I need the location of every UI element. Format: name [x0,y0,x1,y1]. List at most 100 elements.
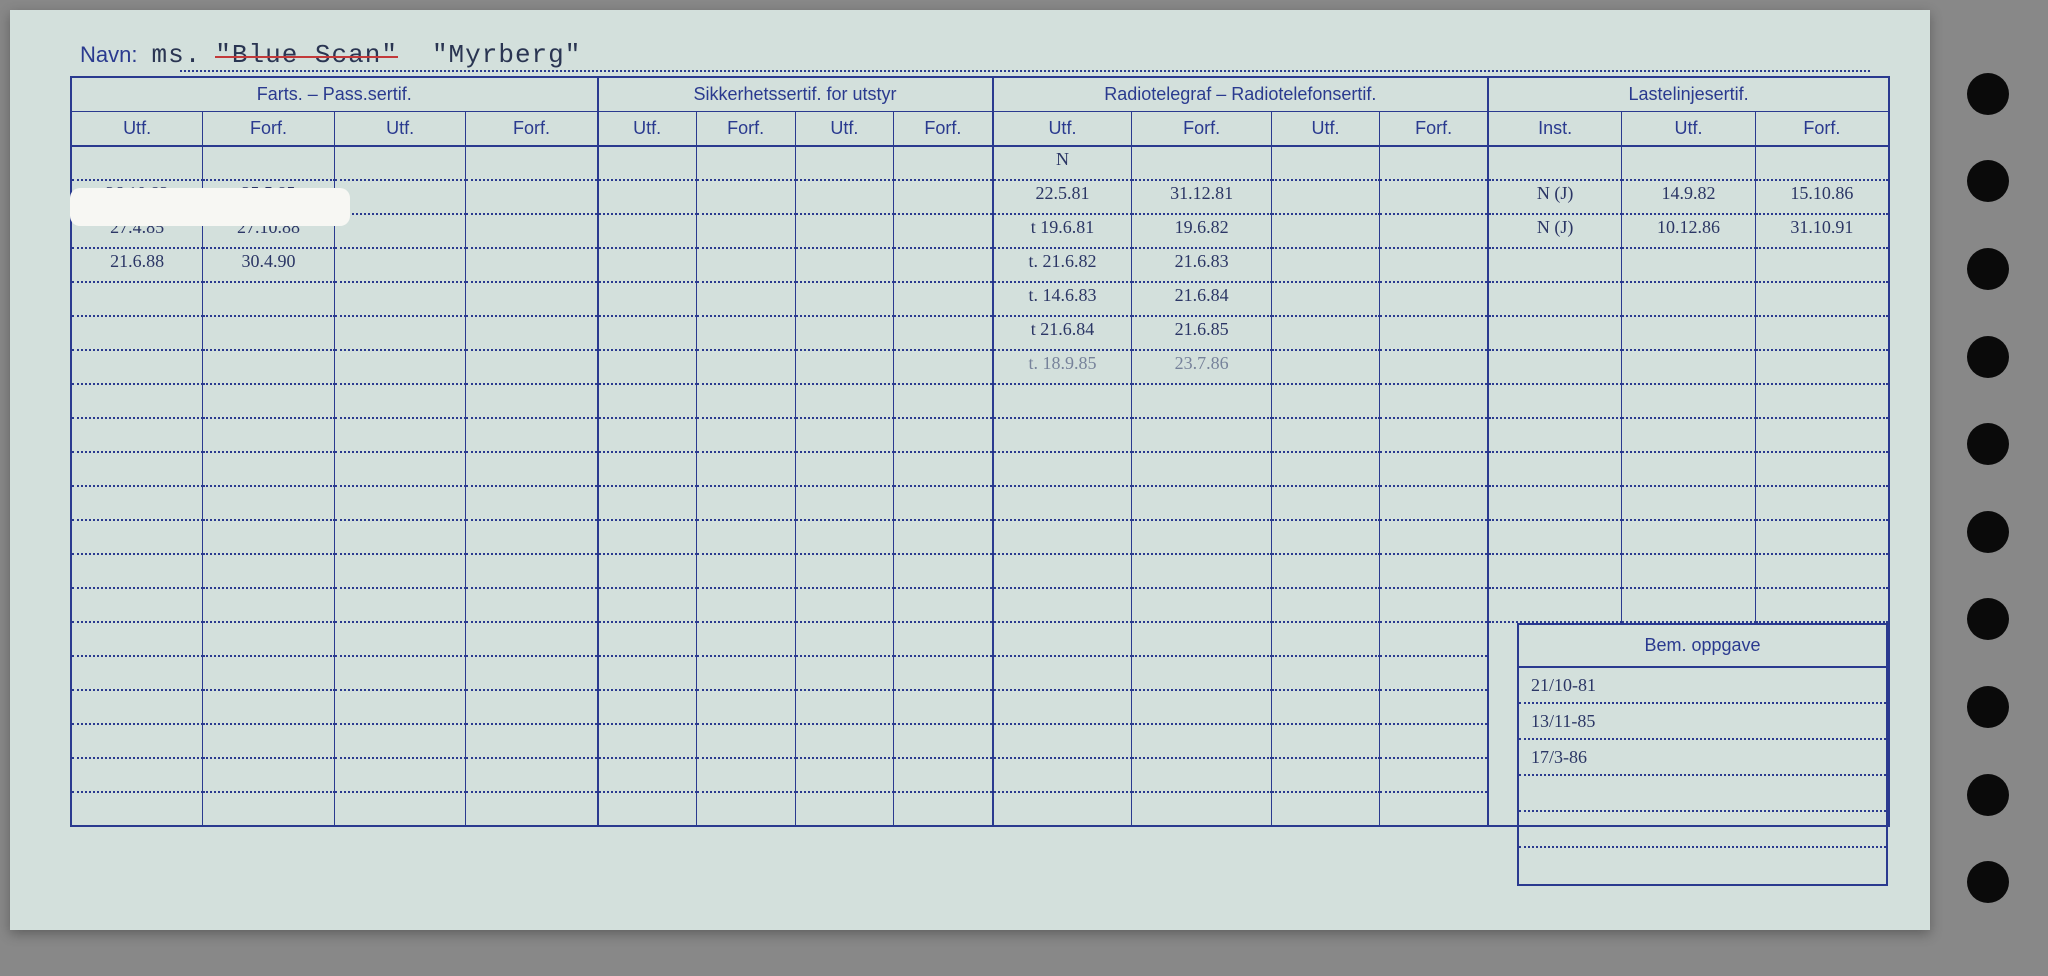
cell [334,588,466,622]
cell [1380,146,1488,180]
cell: N (J) [1488,214,1622,248]
cell [696,384,795,418]
cell [598,248,697,282]
cell [894,758,993,792]
cell [203,656,335,690]
cell [696,486,795,520]
binder-hole [1967,248,2009,290]
navn-label: Navn: [80,42,137,68]
cell [1271,180,1379,214]
cell [696,724,795,758]
cell [696,180,795,214]
cell [1271,792,1379,826]
cell [1755,146,1889,180]
cell [696,214,795,248]
cell [1622,418,1756,452]
cell [795,180,894,214]
cell [598,724,697,758]
cell [1271,690,1379,724]
cell [1622,520,1756,554]
cell [795,690,894,724]
cell [598,418,697,452]
col: Forf. [894,112,993,147]
cell [1622,146,1756,180]
cell [1380,486,1488,520]
col: Forf. [1380,112,1488,147]
cell [1271,656,1379,690]
cell [203,146,335,180]
cell [894,180,993,214]
cell [1380,520,1488,554]
cell [71,486,203,520]
cell [71,418,203,452]
cell [894,350,993,384]
cell [71,316,203,350]
table-row: 21.6.8830.4.90t. 21.6.8221.6.83 [71,248,1889,282]
cell [466,758,598,792]
cell [1380,214,1488,248]
cell [598,282,697,316]
section-sikker: Sikkerhetssertif. for utstyr [598,77,993,112]
cell [1380,758,1488,792]
cell [696,554,795,588]
cell [1488,384,1622,418]
cell [1622,350,1756,384]
cell [795,248,894,282]
cell [1622,588,1756,622]
cell [598,214,697,248]
cell [1132,418,1271,452]
cell [466,520,598,554]
cell [696,146,795,180]
cell [466,418,598,452]
cell [1755,452,1889,486]
cell [466,486,598,520]
cell [334,690,466,724]
cell [1132,656,1271,690]
cell [334,520,466,554]
table-row [71,588,1889,622]
cell: 14.9.82 [1622,180,1756,214]
cell [1622,452,1756,486]
cell [1271,554,1379,588]
cell [203,690,335,724]
cell [696,622,795,656]
correction-patch [70,188,350,226]
cell [1755,384,1889,418]
cell [1488,418,1622,452]
cell [993,758,1132,792]
cell [696,452,795,486]
cell [795,486,894,520]
cell [1380,622,1488,656]
cell [203,622,335,656]
cell: 22.5.81 [993,180,1132,214]
cell [1380,724,1488,758]
cell [1271,282,1379,316]
cell [203,282,335,316]
cell [1132,758,1271,792]
bem-row [1519,848,1886,884]
binder-holes [1948,10,2028,966]
bem-row [1519,776,1886,812]
cell [71,146,203,180]
cell [696,792,795,826]
cell [795,520,894,554]
table-row: N [71,146,1889,180]
col: Inst. [1488,112,1622,147]
cell [696,316,795,350]
cell [696,690,795,724]
cell [795,146,894,180]
cell [1755,588,1889,622]
cell [1755,486,1889,520]
cell [1380,452,1488,486]
cell [1380,180,1488,214]
cell [795,214,894,248]
col: Forf. [696,112,795,147]
cell [894,384,993,418]
cell [1380,656,1488,690]
crossed-ship-name: "Blue Scan" [215,40,398,70]
cell [203,418,335,452]
column-header-row: Utf. Forf. Utf. Forf. Utf. Forf. Utf. Fo… [71,112,1889,147]
cell: 10.12.86 [1622,214,1756,248]
cell [894,588,993,622]
col: Forf. [203,112,335,147]
